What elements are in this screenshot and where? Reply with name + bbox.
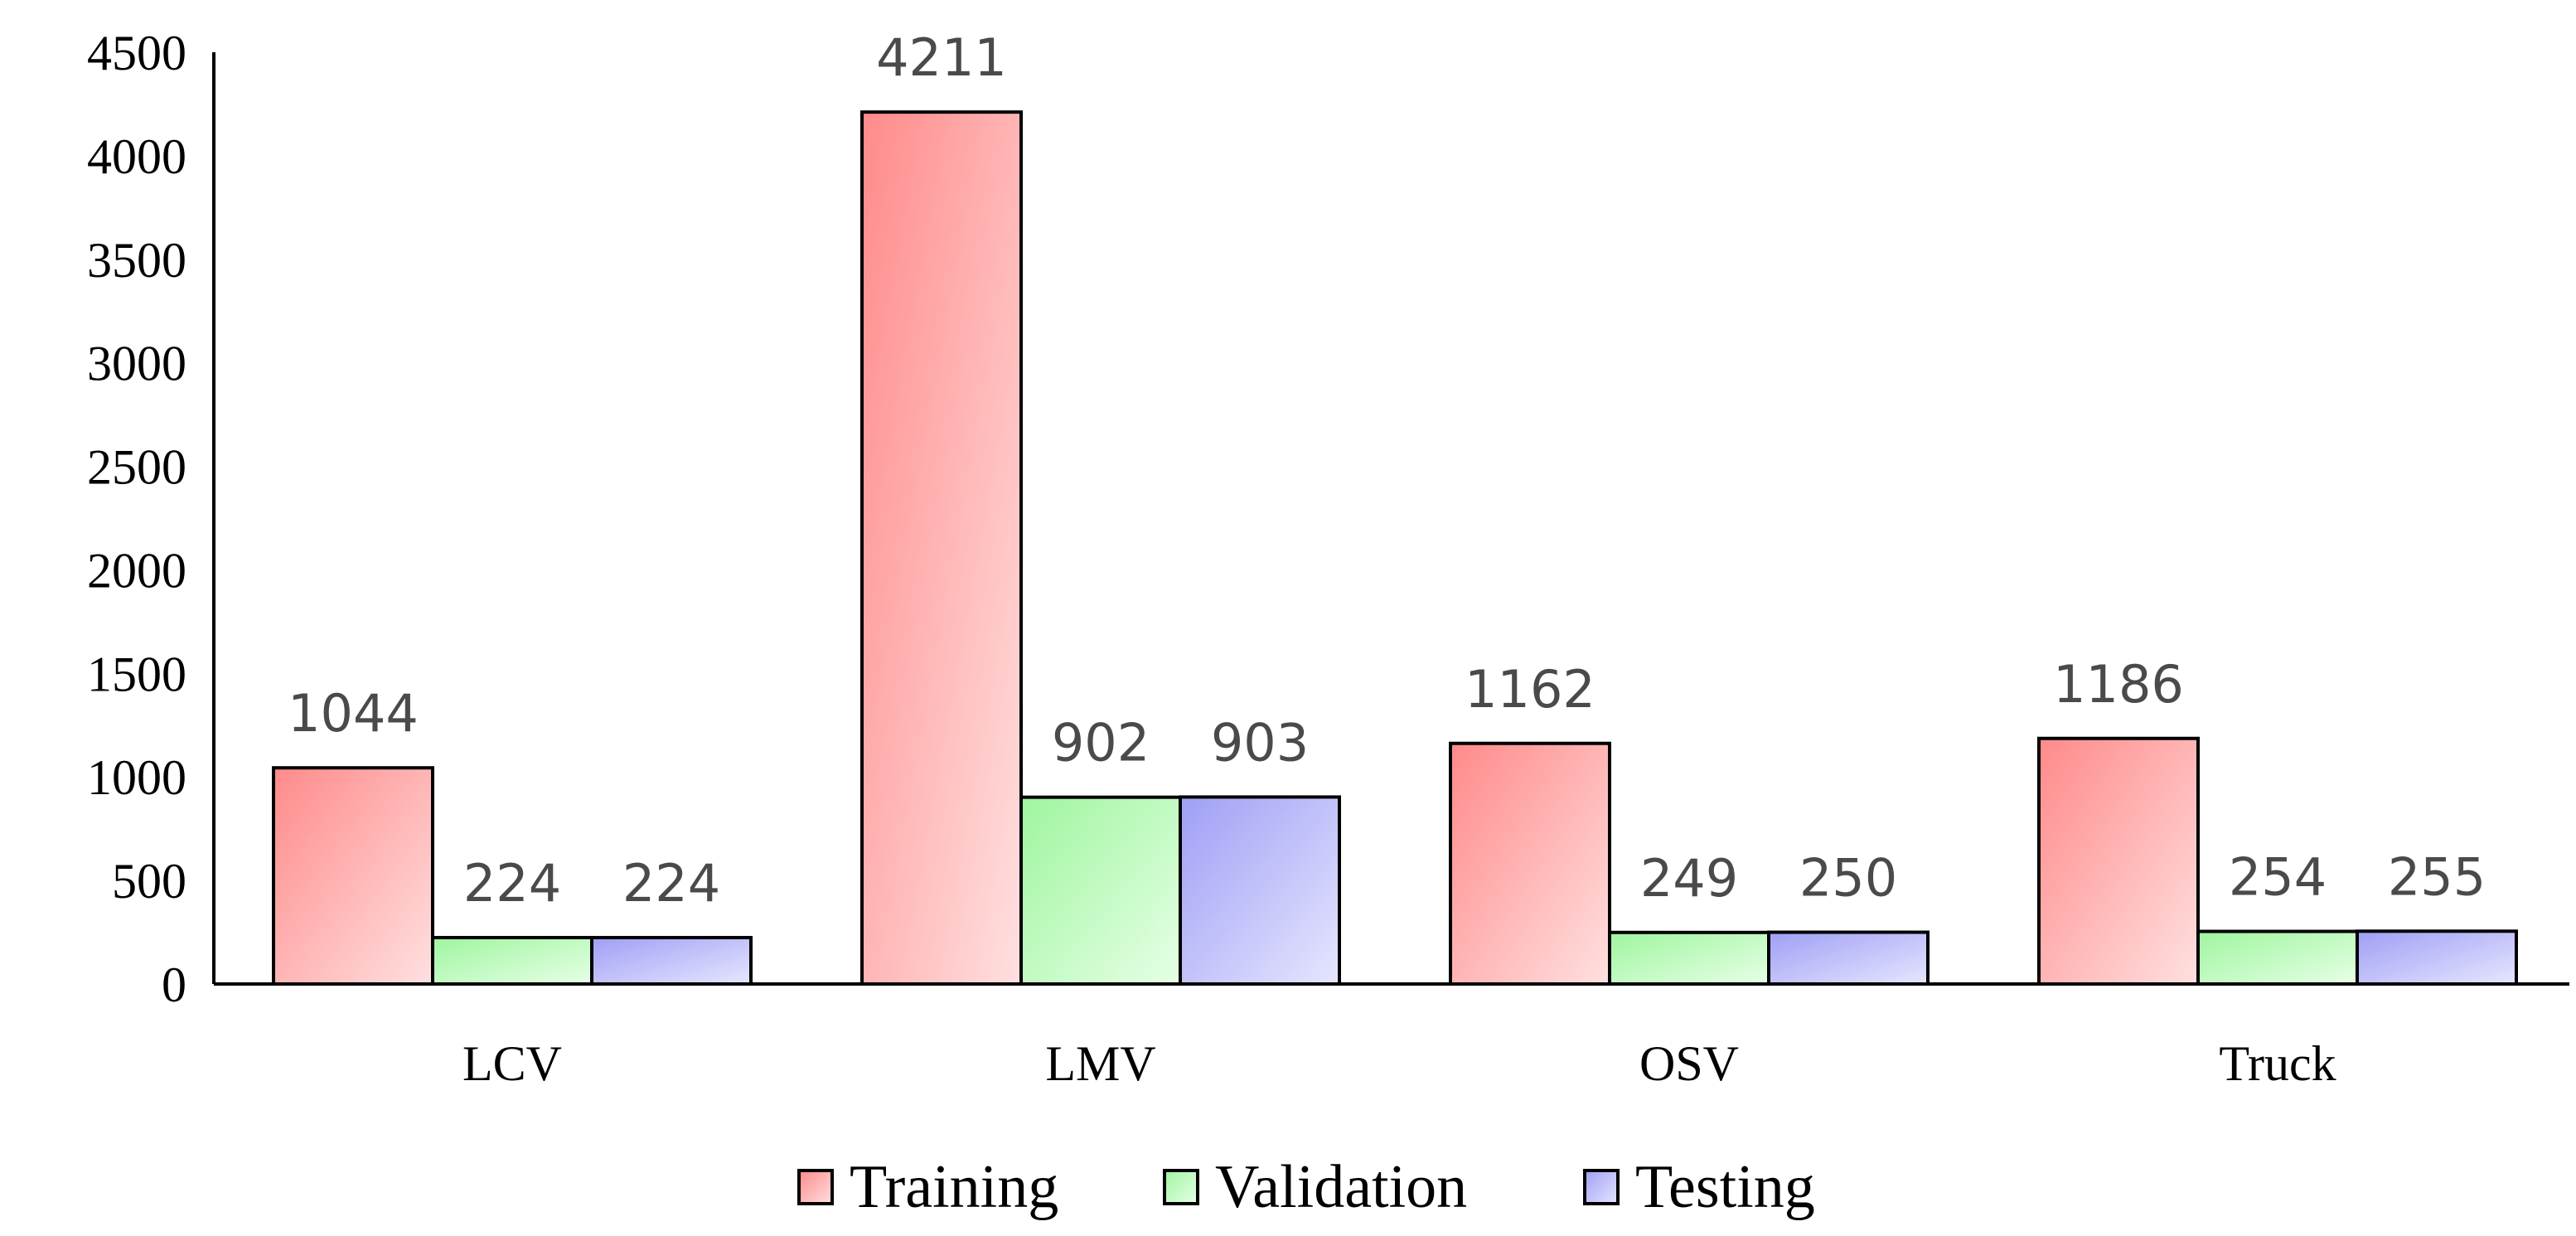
x-category-label: Truck: [2219, 1036, 2336, 1091]
category-labels-group: LCV LMV OSV Truck: [462, 1036, 2336, 1091]
data-label: 1186: [2053, 654, 2184, 715]
x-category-label: OSV: [1639, 1036, 1739, 1091]
bar-validation-lmv: [1019, 795, 1182, 986]
data-label: 903: [1211, 712, 1309, 773]
bar-training-lmv: [860, 110, 1023, 986]
bar-testing-lmv: [1179, 795, 1341, 986]
legend-label-testing: Testing: [1635, 1153, 1815, 1221]
data-label: 1044: [288, 683, 419, 744]
y-tick-label: 3500: [87, 233, 186, 288]
bar-testing-osv: [1767, 930, 1930, 986]
y-tick-label: 2500: [87, 440, 186, 495]
bar-testing-lcv: [590, 936, 753, 986]
y-tick-label: 1000: [87, 750, 186, 805]
legend-label-training: Training: [850, 1153, 1058, 1221]
bars-group: [272, 110, 2518, 986]
y-tick-label: 2000: [87, 543, 186, 598]
data-label: 4211: [876, 27, 1007, 88]
bar-training-lcv: [272, 766, 434, 986]
data-label: 249: [1640, 848, 1738, 909]
legend-label-validation: Validation: [1215, 1153, 1467, 1221]
y-tick-label: 0: [162, 957, 186, 1012]
legend: Training Validation Testing: [797, 1153, 1815, 1221]
data-labels-group: 1044 224 224 4211 902 903 1162 249 250 1186 254 255: [288, 27, 2486, 914]
bar-validation-truck: [2196, 929, 2359, 986]
bar-training-osv: [1449, 741, 1611, 986]
y-tick-label: 3000: [87, 337, 186, 391]
y-axis-ticks: 0 500 1000 1500 2000 2500 3000 3500 4000 4500: [87, 26, 186, 1012]
data-label: 902: [1052, 713, 1150, 773]
x-category-label: LMV: [1045, 1036, 1155, 1091]
legend-swatch-validation: [1163, 1169, 1199, 1205]
data-label: 254: [2229, 847, 2327, 908]
y-tick-label: 1500: [87, 647, 186, 701]
legend-swatch-training: [797, 1169, 834, 1205]
y-tick-label: 4000: [87, 129, 186, 184]
data-label: 250: [1799, 848, 1897, 909]
bar-validation-lcv: [431, 936, 593, 986]
data-label: 1162: [1465, 659, 1595, 720]
data-label: 255: [2388, 846, 2486, 907]
x-category-label: LCV: [462, 1036, 562, 1091]
y-tick-label: 500: [112, 854, 186, 909]
legend-swatch-testing: [1583, 1169, 1620, 1205]
bar-training-truck: [2037, 736, 2200, 986]
data-label: 224: [622, 853, 720, 914]
bar-validation-osv: [1608, 930, 1770, 986]
y-tick-label: 4500: [87, 26, 186, 80]
data-label: 224: [463, 853, 561, 914]
bar-testing-truck: [2356, 929, 2518, 986]
